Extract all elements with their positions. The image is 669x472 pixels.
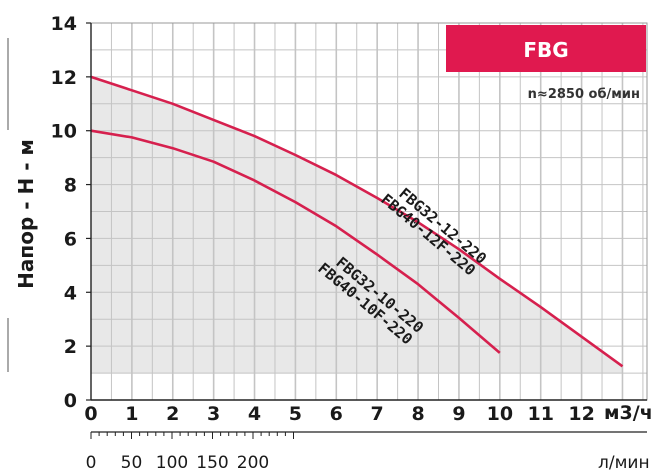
x-tick-label: 9: [452, 403, 465, 425]
grid: [91, 22, 647, 401]
y-axis-label: Напор - Н - м: [14, 139, 38, 289]
x-unit-secondary: л/мин: [598, 453, 650, 472]
x-tick-label: 4: [248, 403, 261, 425]
curve-series-2: [90, 129, 501, 354]
x-tick-label: 11: [527, 403, 553, 425]
y-tick-label: 0: [64, 390, 77, 412]
y-tick-label: 2: [64, 336, 77, 358]
secondary-x-tick-label: 200: [237, 453, 269, 472]
x-tick-label: 0: [84, 403, 97, 425]
y-tick-label: 12: [51, 67, 77, 89]
y-tick-label: 14: [51, 13, 77, 35]
series-badge: [446, 25, 646, 72]
x-tick-label: 7: [371, 403, 384, 425]
x-tick-label: 3: [207, 403, 220, 425]
x-tick-label: 12: [568, 403, 594, 425]
secondary-x-tick-label: 50: [121, 453, 143, 472]
x-tick-label: 1: [125, 403, 138, 425]
series-badge-label: FBG: [523, 38, 568, 62]
curves: [90, 75, 624, 368]
y-tick-label: 6: [64, 228, 77, 250]
y-tick-label: 4: [64, 282, 77, 304]
y-tick-label: 8: [64, 175, 77, 197]
y-tick-label: 10: [51, 121, 77, 143]
x-tick-label: 8: [411, 403, 424, 425]
x-tick-label: 2: [166, 403, 179, 425]
curve-series-1: [90, 75, 624, 368]
speed-note: n≈2850 об/мин: [528, 87, 640, 102]
secondary-x-tick-label: 0: [86, 453, 97, 472]
secondary-x-tick-label: 150: [196, 453, 228, 472]
x-tick-label: 5: [289, 403, 302, 425]
secondary-x-tick-label: 100: [156, 453, 188, 472]
x-tick-label: 10: [487, 403, 513, 425]
x-tick-label: 6: [330, 403, 343, 425]
x-unit-primary: м3/ч: [604, 402, 653, 424]
